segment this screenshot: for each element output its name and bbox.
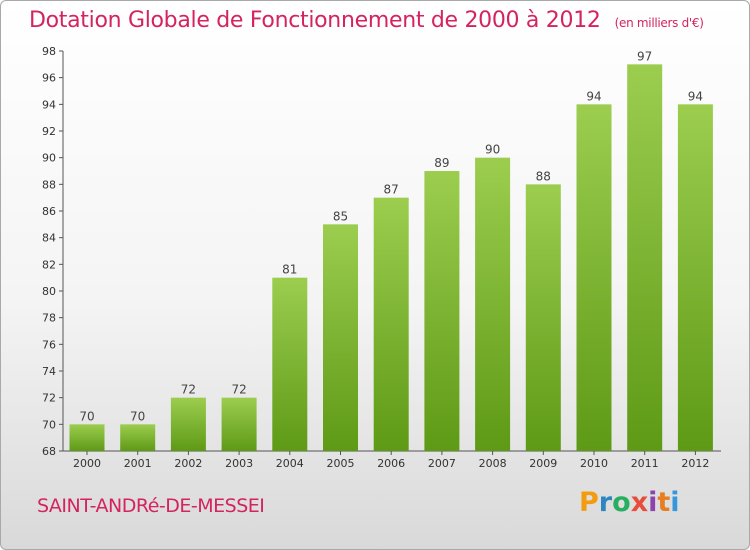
- x-tick-label: 2008: [479, 457, 507, 470]
- bar-2000: [69, 424, 105, 451]
- x-tick-label: 2005: [327, 457, 355, 470]
- bar-2003: [221, 397, 257, 451]
- bar-value-label: 70: [79, 409, 94, 423]
- bar-2007: [424, 171, 460, 451]
- x-tick-label: 2001: [124, 457, 152, 470]
- logo-letter: r: [598, 487, 613, 518]
- bar-2006: [373, 197, 409, 451]
- x-tick-label: 2004: [276, 457, 304, 470]
- bar-value-label: 85: [333, 209, 348, 223]
- y-tick-label: 88: [42, 178, 56, 191]
- chart-unit-label: (en milliers d'€): [614, 16, 704, 30]
- town-name: SAINT-ANDRé-DE-MESSEI: [37, 495, 265, 517]
- bar-2009: [525, 184, 561, 452]
- y-tick-label: 92: [42, 125, 56, 138]
- y-tick-label: 82: [42, 258, 56, 271]
- y-tick-label: 78: [42, 312, 56, 325]
- bar-2002: [170, 397, 206, 451]
- x-tick-label: 2009: [529, 457, 557, 470]
- y-tick-label: 86: [42, 205, 56, 218]
- bar-value-label: 90: [485, 143, 500, 157]
- bar-value-label: 70: [130, 409, 145, 423]
- y-tick-label: 98: [42, 45, 56, 58]
- y-tick-label: 72: [42, 392, 56, 405]
- logo-letter: P: [579, 487, 599, 518]
- bar-value-label: 88: [536, 169, 551, 183]
- bar-value-label: 87: [384, 183, 399, 197]
- proxiti-logo: Proxiti: [579, 487, 680, 518]
- bar-2005: [323, 224, 358, 451]
- bar-value-label: 94: [586, 89, 601, 103]
- bar-value-label: 72: [231, 383, 246, 397]
- bar-value-label: 72: [181, 383, 196, 397]
- y-tick-label: 90: [42, 152, 56, 165]
- bar-2011: [627, 64, 663, 452]
- y-tick-label: 76: [42, 338, 56, 351]
- x-tick-label: 2007: [428, 457, 456, 470]
- x-tick-label: 2011: [631, 457, 659, 470]
- bar-value-label: 94: [688, 89, 703, 103]
- bar-2010: [576, 104, 612, 451]
- bar-value-label: 81: [282, 263, 297, 277]
- bar-2001: [120, 424, 156, 451]
- logo-letter: t: [657, 487, 671, 518]
- y-tick-label: 74: [42, 365, 56, 378]
- y-tick-label: 68: [42, 445, 56, 458]
- chart-title: Dotation Globale de Fonctionnement de 20…: [29, 8, 704, 33]
- bar-2004: [272, 277, 308, 451]
- y-tick-label: 80: [42, 285, 56, 298]
- y-tick-label: 84: [42, 232, 56, 245]
- y-tick-label: 96: [42, 72, 56, 85]
- bar-value-label: 89: [434, 156, 449, 170]
- x-tick-label: 2003: [225, 457, 253, 470]
- x-tick-label: 2012: [681, 457, 709, 470]
- x-tick-label: 2000: [73, 457, 101, 470]
- bar-2012: [677, 104, 713, 451]
- y-tick-label: 70: [42, 418, 56, 431]
- x-tick-label: 2010: [580, 457, 608, 470]
- logo-letter: o: [612, 487, 631, 518]
- bar-2008: [475, 157, 511, 451]
- y-tick-label: 94: [42, 98, 56, 111]
- x-tick-label: 2002: [174, 457, 202, 470]
- bar-value-label: 97: [637, 49, 652, 63]
- logo-letter: i: [670, 487, 680, 518]
- logo-letter: x: [630, 487, 649, 518]
- logo-letter: i: [648, 487, 658, 518]
- x-tick-label: 2006: [377, 457, 405, 470]
